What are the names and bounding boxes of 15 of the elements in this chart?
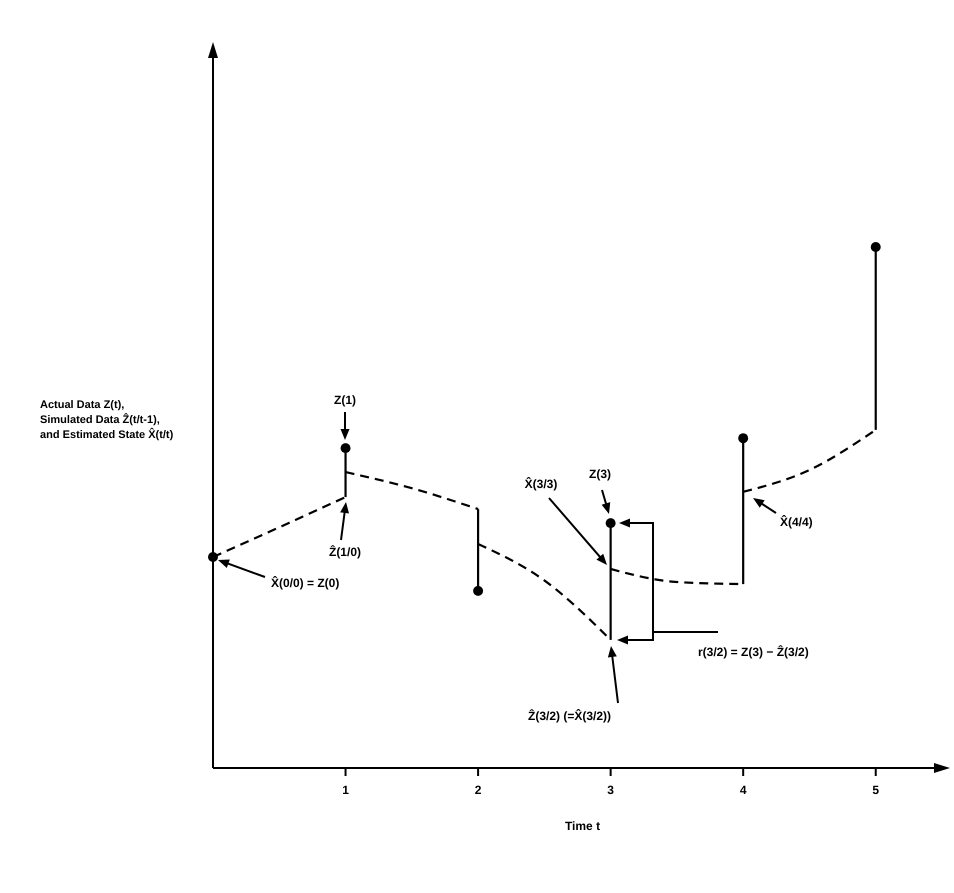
x-tick-label: 3	[607, 783, 614, 797]
annotation: Ẑ(1/0)	[328, 545, 362, 559]
annotation: Z(1)	[334, 393, 356, 407]
x-tick-label: 5	[872, 783, 880, 797]
annotation: X̂(0/0) = Z(0)	[271, 576, 340, 590]
annotation: Z(3)	[589, 467, 611, 481]
annotation: Ẑ(3/2) (=X̂(3/2))	[528, 708, 612, 723]
annotation: X̂(3/3)	[524, 476, 558, 491]
y-axis-title: Actual Data Z(t), Simulated Data Ẑ(t/t-1), and Estimated State X̂(t/t)	[40, 399, 174, 441]
x-tick-label: 2	[474, 783, 482, 797]
annotation: X̂(4/4)	[780, 514, 813, 529]
x-tick-label: 4	[740, 783, 747, 797]
annotation: r(3/2) = Z(3) − Ẑ(3/2)	[698, 645, 809, 659]
x-axis-title: Time t	[564, 819, 600, 833]
x-tick-label: 1	[342, 783, 350, 797]
